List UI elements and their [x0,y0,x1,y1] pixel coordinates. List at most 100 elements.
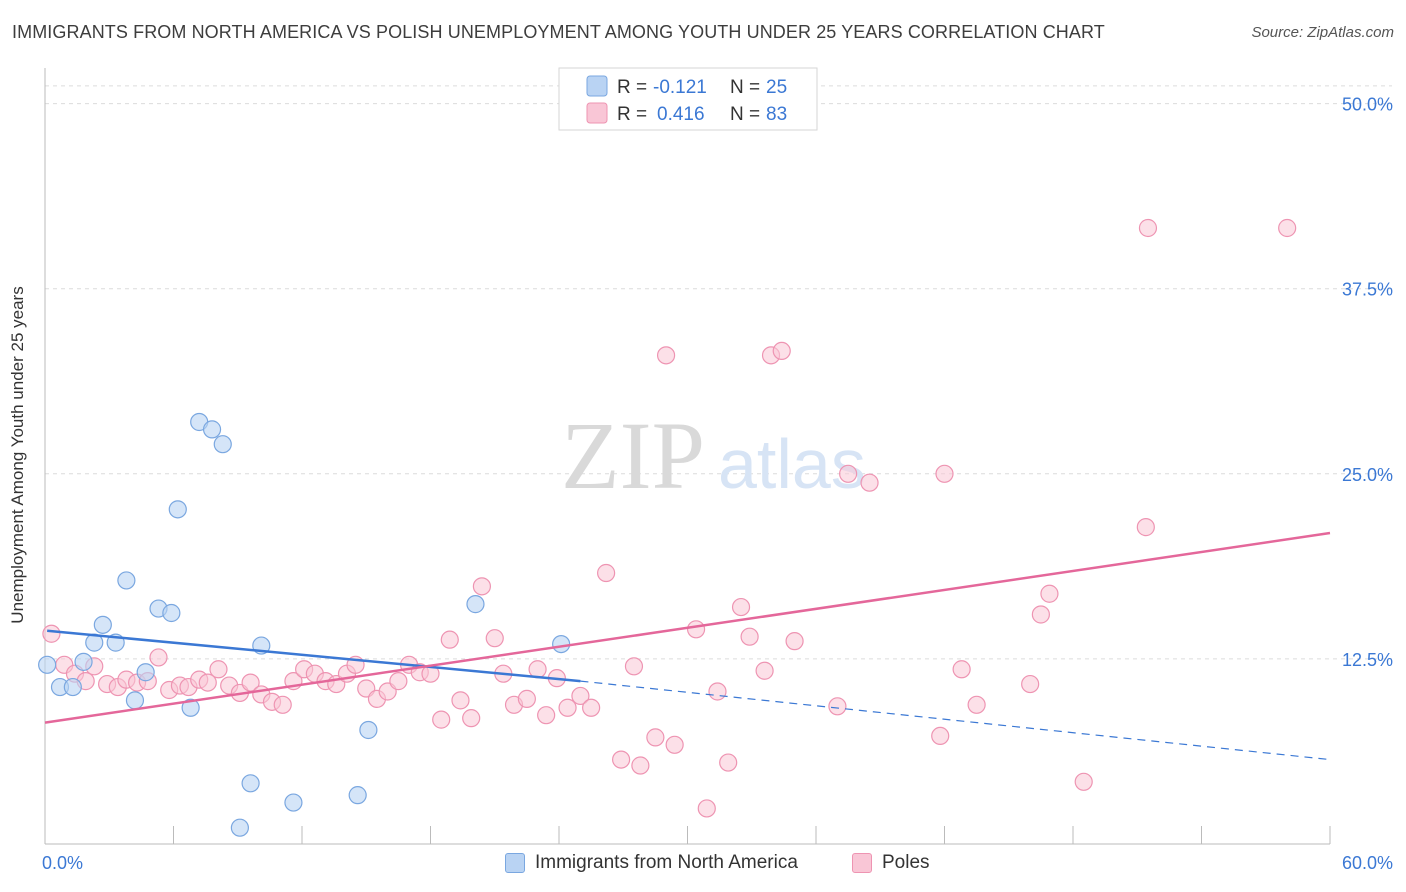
immigrants-point [93,615,112,634]
poles-point [967,695,986,714]
poles-point [839,464,858,483]
poles-point [631,756,650,775]
poles-point [740,627,759,646]
y-tick-label: 12.5% [1342,650,1393,670]
poles-point [198,673,217,692]
legend-r-value-2: 0.416 [657,104,705,125]
immigrants-point [241,774,260,793]
series-immigrants-points [38,412,571,837]
poles-point [1136,518,1155,537]
poles-point [389,672,408,691]
immigrants-point [359,720,378,740]
poles-point [597,563,616,583]
poles-point [686,620,706,639]
watermark-atlas: atlas [718,425,866,503]
poles-point [149,648,168,667]
immigrants-trend-line [47,629,581,683]
poles-point [451,691,470,710]
poles-point [1040,584,1059,603]
watermark-zip: ZIP [561,402,705,509]
legend-swatch-immigrants [505,853,525,873]
immigrants-point [348,786,367,805]
poles-point [440,630,459,649]
immigrants-point [136,663,155,682]
poles-point [612,750,631,769]
x-tick-label-min: 0.0% [42,853,83,873]
legend-r-value-1: -0.121 [653,77,707,98]
poles-point [708,682,727,701]
poles-point [697,799,716,818]
chart-source: Source: ZipAtlas.com [1251,24,1394,41]
trend-lines [44,531,1331,761]
poles-point [646,728,665,747]
poles-point [432,710,451,729]
poles-point [1138,218,1158,238]
legend-swatch-pink [586,102,608,124]
poles-point [755,661,774,680]
y-tick-label: 25.0% [1342,465,1393,485]
poles-point [719,753,738,772]
legend-n-value-1: 25 [766,77,787,98]
poles-point [665,735,684,754]
poles-point [656,346,676,365]
poles-point [42,624,61,643]
poles-point [558,698,577,717]
y-tick-label: 50.0% [1342,95,1393,115]
poles-point [537,706,556,725]
stats-legend: R = -0.121 N = 25 R = 0.416 N = 83 [558,67,818,131]
poles-point [528,660,547,679]
poles-point [472,577,491,596]
series-poles-points [42,218,1297,818]
y-tick-label: 37.5% [1342,280,1393,300]
immigrants-point [552,634,571,654]
poles-point [828,697,847,716]
poles-point [1074,772,1093,791]
immigrants-point [284,793,303,812]
poles-point [1021,674,1040,694]
poles-point [571,686,590,706]
grid-lines [45,85,1392,660]
legend-label-immigrants: Immigrants from North America [535,852,798,873]
immigrants-point [117,571,136,590]
watermark: ZIP atlas [561,402,866,509]
immigrants-point [213,435,232,454]
chart-title: IMMIGRANTS FROM NORTH AMERICA VS POLISH … [12,22,1105,42]
legend-swatch-poles [852,853,872,873]
immigrants-point [168,500,187,519]
poles-point [731,597,751,617]
poles-point [1278,218,1297,238]
immigrants-point [125,691,145,710]
poles-point [624,657,644,676]
legend-r-label-2: R = [617,104,647,125]
legend-item-immigrants: Immigrants from North America [505,852,798,874]
x-tick-label-max: 60.0% [1342,853,1393,873]
legend-r-label-1: R = [617,77,647,98]
poles-point [582,698,601,717]
immigrants-point [466,595,485,614]
poles-point [952,660,971,679]
poles-point [785,632,804,651]
immigrants-point [38,655,57,674]
immigrants-point [202,420,222,439]
poles-point [273,695,292,714]
immigrants-trend-extension [580,680,1331,761]
poles-point [931,726,950,746]
poles-point [485,629,504,648]
immigrants-point [230,818,249,837]
legend-item-poles: Poles [852,852,930,874]
immigrants-point [74,652,93,671]
poles-point [935,464,954,483]
poles-point [209,660,228,679]
poles-point [1031,605,1050,624]
immigrants-point [63,677,82,697]
axes [44,68,1331,845]
legend-label-poles: Poles [882,852,930,873]
poles-point [772,341,791,361]
legend-swatch-blue [586,75,608,97]
immigrants-point [181,698,200,717]
legend-n-label-2: N = [730,104,760,125]
poles-point [517,689,536,708]
y-axis-label: Unemployment Among Youth under 25 years [8,286,27,624]
legend-n-value-2: 83 [766,104,787,125]
